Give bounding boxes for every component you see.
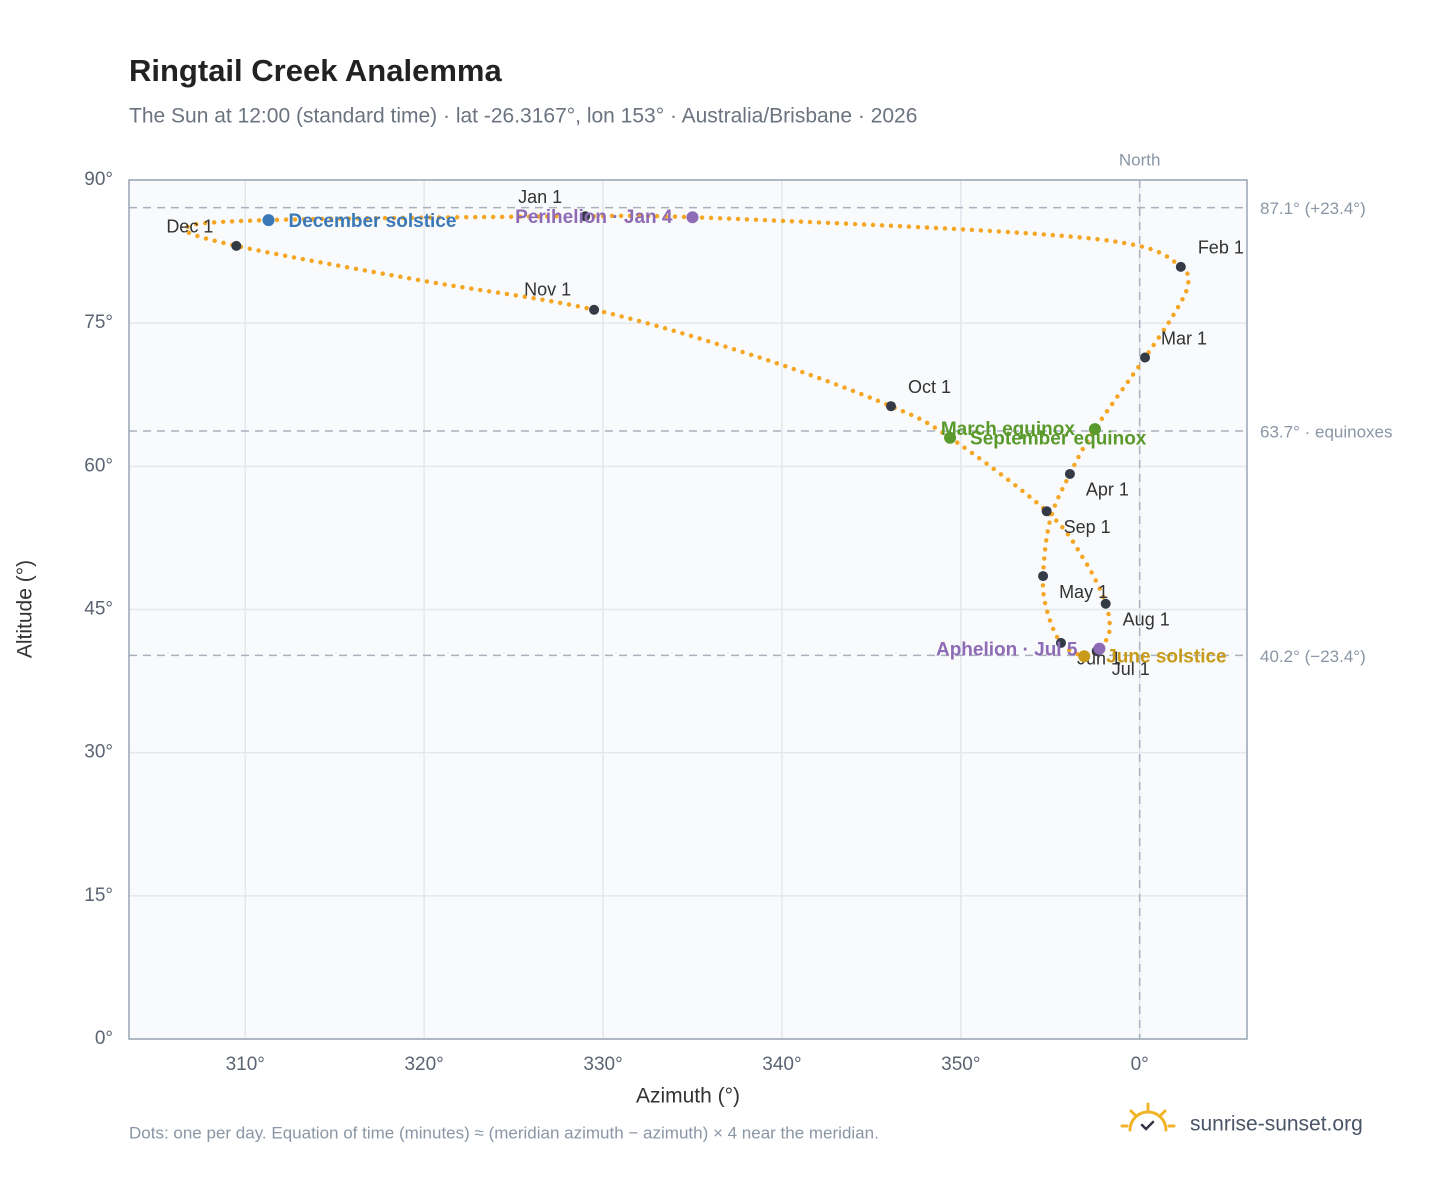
month-label: Apr 1 [1086,480,1129,500]
month-label: May 1 [1059,582,1108,602]
month-marker [1055,637,1066,648]
x-tick-label: 0° [1131,1054,1149,1075]
month-marker [1038,571,1049,582]
x-tick-label: 350° [941,1054,980,1075]
brand: sunrise-sunset.org [1190,1113,1363,1136]
event-label: June solstice [1106,646,1226,667]
axes: 310° 320° 330° 340° 350° 0° 0° 15° 30° 45° 60° 75° 9… [84,150,1392,1075]
grid [129,179,1247,1040]
reference-label: 40.2° (−23.4°) [1260,647,1366,666]
event-label: December solstice [289,211,457,232]
event-label: Perihelion · Jan 4 [515,207,673,228]
event-label: September equinox [970,429,1147,450]
event-marker [944,431,957,444]
month-label: Feb 1 [1198,238,1244,258]
y-tick-label: 60° [84,455,113,476]
y-tick-label: 45° [84,599,113,620]
month-marker [231,240,242,251]
event-marker [262,214,275,227]
x-axis-label: Azimuth (°) [636,1085,740,1108]
event-label: March equinox [941,419,1076,440]
month-marker [886,401,897,412]
month-label: Dec 1 [166,217,213,237]
month-label: Oct 1 [908,377,951,397]
reference-lines [129,180,1247,1039]
plot-frame [128,179,1248,1040]
y-tick-label: 15° [84,885,113,906]
event-label: Aphelion · Jul 5 [936,640,1078,661]
month-label: Mar 1 [1161,328,1207,348]
month-label: Jul 1 [1112,659,1150,679]
x-tick-label: 320° [404,1054,443,1075]
y-axis-label: Altitude (°) [14,560,37,658]
chart-title: Ringtail Creek Analemma [129,53,502,88]
y-tick-label: 75° [84,312,113,333]
y-tick-label: 90° [84,169,113,190]
north-label: North [1119,150,1161,169]
month-marker [1064,468,1075,479]
month-label: Aug 1 [1123,610,1170,630]
y-tick-label: 30° [84,742,113,763]
reference-label: 87.1° (+23.4°) [1260,199,1366,218]
brand-icon [1120,1102,1176,1132]
footnote: Dots: one per day. Equation of time (min… [129,1123,879,1142]
event-marker [1093,642,1106,655]
x-tick-label: 340° [762,1054,801,1075]
month-marker [1140,352,1151,363]
event-marker [1088,423,1101,436]
month-marker [580,211,591,222]
event-marker [1078,650,1091,663]
y-tick-label: 0° [95,1028,113,1049]
month-marker [1175,261,1186,272]
reference-label: 63.7° · equinoxes [1260,423,1393,442]
month-marker [1100,598,1111,609]
event-marker [686,211,699,224]
month-label: Jan 1 [518,187,562,207]
month-marker [589,304,600,315]
month-label: Sep 1 [1064,517,1111,537]
month-marker [1041,506,1052,517]
x-tick-label: 310° [226,1054,265,1075]
month-label: Nov 1 [524,280,571,300]
x-tick-label: 330° [583,1054,622,1075]
chart-subtitle: The Sun at 12:00 (standard time) · lat -… [129,105,917,128]
